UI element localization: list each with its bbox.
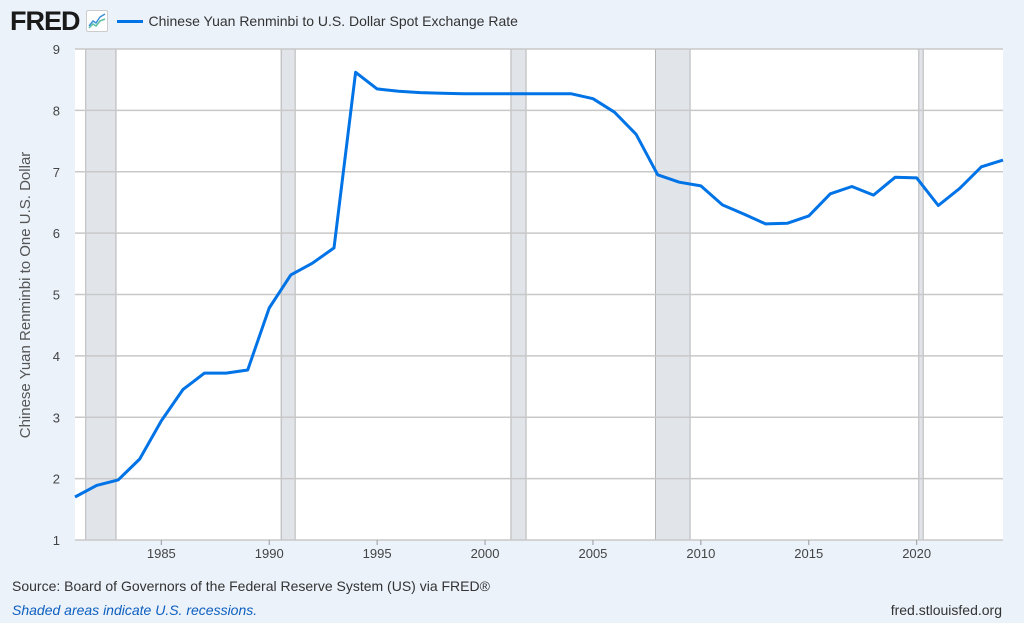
- y-tick-label: 6: [53, 226, 60, 241]
- chart-header: FRED Chinese Yuan Renminbi to U.S. Dolla…: [10, 6, 518, 36]
- legend-label: Chinese Yuan Renminbi to U.S. Dollar Spo…: [148, 13, 518, 29]
- recession-note: Shaded areas indicate U.S. recessions.: [12, 602, 258, 618]
- y-tick-label: 9: [53, 42, 60, 57]
- y-tick-label: 1: [53, 533, 60, 548]
- line-chart-icon: [85, 10, 108, 32]
- x-tick-label: 2010: [686, 546, 715, 561]
- y-tick-label: 4: [53, 349, 60, 364]
- x-tick-label: 1990: [255, 546, 284, 561]
- fred-url-link[interactable]: fred.stlouisfed.org: [890, 602, 1002, 618]
- x-tick-label: 1995: [363, 546, 392, 561]
- x-tick-label: 1985: [147, 546, 176, 561]
- y-tick-label: 7: [53, 165, 60, 180]
- y-axis-label: Chinese Yuan Renminbi to One U.S. Dollar: [17, 152, 34, 439]
- x-tick-label: 2005: [578, 546, 607, 561]
- y-tick-label: 3: [53, 410, 60, 425]
- y-tick-label: 8: [53, 103, 60, 118]
- fred-logo[interactable]: FRED: [10, 5, 80, 36]
- y-tick-label: 2: [53, 472, 60, 487]
- x-tick-label: 2020: [902, 546, 931, 561]
- source-note: Source: Board of Governors of the Federa…: [12, 578, 490, 594]
- legend-swatch: [116, 19, 143, 23]
- x-tick-label: 2000: [471, 546, 500, 561]
- x-tick-label: 2015: [794, 546, 823, 561]
- series-line: [74, 70, 1004, 499]
- y-tick-label: 5: [53, 288, 60, 303]
